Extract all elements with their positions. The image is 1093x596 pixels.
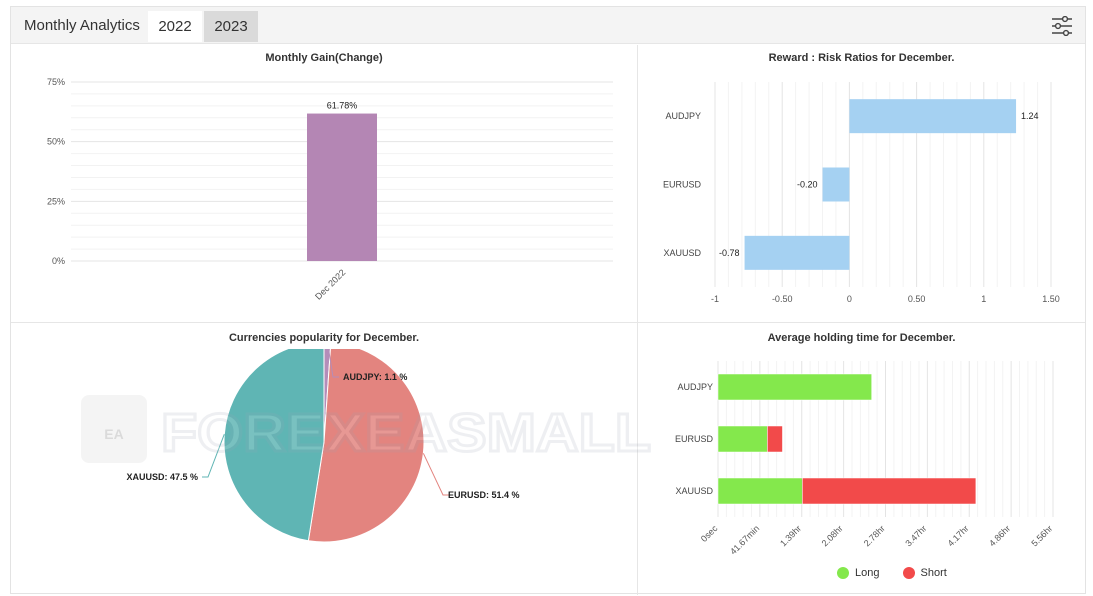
widget-header: Monthly Analytics 2022 2023 [11, 7, 1085, 44]
legend-item-short[interactable]: Short [902, 567, 947, 579]
bar-data-label: 1.24 [1021, 111, 1039, 121]
pie-leader-line [202, 433, 225, 478]
x-tick-label: 0sec [699, 523, 720, 544]
y-tick-label: EURUSD [663, 180, 702, 190]
x-tick-label: Dec 2022 [313, 267, 347, 301]
analytics-widget: Monthly Analytics 2022 2023 Monthly Gain… [10, 6, 1086, 595]
pie-leader-line [328, 349, 339, 378]
y-tick-label: 50% [47, 137, 65, 147]
x-tick-label: 0 [847, 294, 852, 304]
bar-data-label: 61.78% [327, 101, 358, 111]
legend-label-long: Long [855, 567, 880, 579]
widget-title: Monthly Analytics [24, 17, 140, 34]
holding-chart: 0sec 41.67min 1.39hr 2.08hr 2.78hr 3.47hr 4.17… [675, 361, 1054, 557]
rr-bar [849, 99, 1017, 134]
gain-chart-title: Monthly Gain(Change) [265, 52, 383, 64]
x-tick-label: 1.50 [1042, 294, 1060, 304]
short-dot-icon [902, 567, 915, 579]
y-tick-label: AUDJPY [665, 111, 701, 121]
pie-data-label: EURUSD: 51.4 % [448, 490, 520, 500]
long-bar [717, 373, 872, 401]
tab-2023[interactable]: 2023 [204, 11, 258, 42]
rr-bar [822, 167, 850, 202]
short-bar [802, 477, 977, 505]
x-tick-label: 0.50 [908, 294, 926, 304]
x-tick-label: 2.78hr [862, 523, 887, 548]
long-bar [717, 425, 768, 453]
vertical-divider [637, 45, 638, 595]
short-bar [767, 425, 783, 453]
bar-data-label: -0.20 [797, 180, 818, 190]
long-bar [717, 477, 803, 505]
legend-label-short: Short [920, 567, 947, 579]
long-dot-icon [837, 567, 849, 579]
y-tick-label: 25% [47, 196, 65, 206]
tab-2022[interactable]: 2022 [148, 11, 202, 42]
pie-chart: AUDJPY: 1.1 % EURUSD: 51.4 % XAUUSD: 47.5 … [126, 349, 520, 543]
pie-leader-line [422, 453, 449, 496]
y-tick-label: EURUSD [675, 434, 714, 444]
y-tick-label: 75% [47, 77, 65, 87]
x-tick-label: 2.08hr [820, 523, 845, 548]
sliders-icon[interactable] [1051, 16, 1073, 36]
y-tick-label: XAUUSD [663, 248, 701, 258]
x-tick-label: 4.17hr [946, 523, 971, 548]
holding-legend: Long Short [837, 567, 967, 582]
rr-bar [744, 235, 850, 270]
y-tick-label: XAUUSD [675, 486, 713, 496]
x-tick-label: 1.39hr [778, 523, 803, 548]
x-tick-label: 4.86hr [987, 523, 1012, 548]
gain-chart: 0% 25% 50% 75% 61.78% Dec 2022 [47, 77, 613, 302]
x-tick-label: 1 [981, 294, 986, 304]
x-tick-label: -1 [711, 294, 719, 304]
y-tick-label: AUDJPY [677, 382, 713, 392]
x-tick-label: 5.56hr [1029, 523, 1054, 548]
pie-slice-eurusd [307, 349, 425, 543]
gain-bar [307, 113, 377, 262]
rr-chart: -1 -0.50 0 0.50 1 1.50 AUDJPY 1.24 EURUSD -0.20 XA… [663, 82, 1060, 304]
x-tick-label: 41.67min [728, 523, 761, 556]
horizontal-divider [11, 322, 1085, 323]
x-tick-label: -0.50 [772, 294, 793, 304]
y-tick-label: 0% [52, 256, 65, 266]
legend-item-long[interactable]: Long [837, 567, 879, 579]
holding-chart-title: Average holding time for December. [767, 332, 956, 344]
pie-data-label: AUDJPY: 1.1 % [343, 372, 407, 382]
pie-data-label: XAUUSD: 47.5 % [126, 472, 198, 482]
rr-chart-title: Reward : Risk Ratios for December. [768, 52, 955, 64]
x-tick-label: 3.47hr [903, 523, 928, 548]
pie-chart-title: Currencies popularity for December. [228, 332, 420, 344]
pie-slice-xauusd [223, 349, 325, 542]
bar-data-label: -0.78 [719, 248, 740, 258]
